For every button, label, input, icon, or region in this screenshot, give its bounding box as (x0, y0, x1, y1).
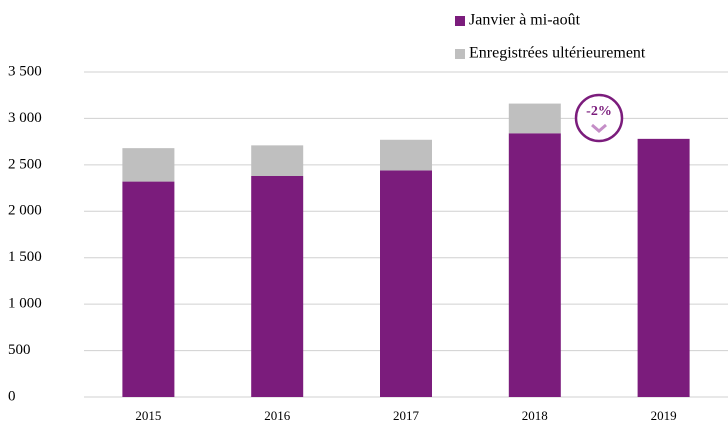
bar-segment (380, 170, 432, 397)
y-tick-label: 1 500 (8, 249, 42, 265)
annotation-badge (574, 93, 624, 143)
annotation-text: -2% (586, 104, 612, 119)
y-tick-label: 3 000 (8, 110, 42, 126)
bar-segment (380, 139, 432, 171)
y-tick-label: 2 500 (8, 156, 42, 172)
y-tick-label: 500 (8, 342, 31, 358)
y-tick-label: 1 000 (8, 296, 42, 312)
legend-swatch (455, 16, 465, 26)
x-tick-label: 2019 (651, 408, 677, 423)
x-tick-label: 2018 (522, 408, 548, 423)
bar-segment (251, 145, 304, 176)
legend-swatch (455, 49, 465, 59)
x-tick-label: 2017 (393, 408, 420, 423)
y-tick-label: 0 (8, 388, 16, 404)
annotation-chevron (591, 123, 607, 133)
x-tick-label: 2016 (264, 408, 291, 423)
y-tick-label: 3 500 (8, 63, 42, 79)
bar-segment (122, 148, 175, 182)
legend-label: Enregistrées ultérieurement (469, 45, 646, 62)
bar-segment (508, 133, 561, 398)
y-tick-label: 2 000 (8, 203, 42, 219)
legend-label: Janvier à mi-août (469, 12, 581, 29)
bar-segment (251, 176, 304, 397)
bar-segment (637, 138, 690, 397)
x-tick-label: 2015 (135, 408, 161, 423)
bar-segment (508, 103, 561, 134)
bar-segment (122, 181, 175, 397)
